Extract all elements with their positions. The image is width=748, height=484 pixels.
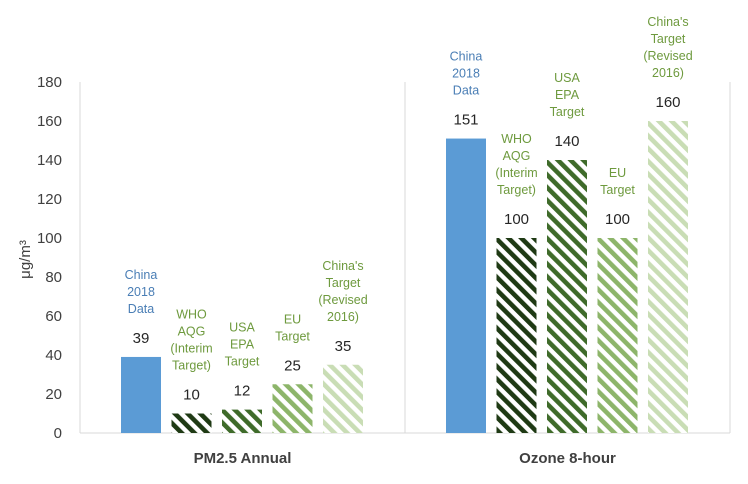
bar [121, 356, 161, 433]
y-tick-label: 20 [45, 386, 62, 403]
bar-value-label: 160 [655, 94, 680, 111]
bar-series-label: China 2018 Data [450, 50, 483, 98]
bar [222, 409, 262, 433]
bar [323, 364, 363, 433]
bar [547, 160, 587, 433]
bar-value-label: 25 [284, 357, 301, 374]
bar-value-label: 39 [133, 330, 150, 347]
y-axis-label: μg/m³ [17, 240, 34, 279]
bar-series-label: EU Target [600, 166, 635, 197]
bar-series-label: WHO AQG (Interim Target) [495, 132, 537, 197]
bar [496, 238, 537, 433]
bar-value-label: 10 [183, 387, 200, 404]
y-tick-label: 80 [45, 269, 62, 286]
bar-value-label: 100 [605, 211, 630, 228]
bar [272, 384, 313, 433]
y-tick-label: 100 [37, 230, 62, 247]
bar-series-label: EU Target [275, 312, 310, 343]
bar [597, 238, 638, 433]
bar-value-label: 12 [234, 383, 251, 400]
category-label: PM2.5 Annual [194, 450, 292, 467]
category-label: Ozone 8-hour [519, 450, 616, 467]
bar-series-label: WHO AQG (Interim Target) [170, 308, 212, 373]
bar [648, 121, 688, 433]
bar-value-label: 35 [335, 338, 352, 355]
y-tick-label: 140 [37, 152, 62, 169]
bar-series-label: China's Target (Revised 2016) [318, 259, 367, 324]
bar [446, 138, 486, 434]
bar-series-label: USA EPA Target [550, 71, 585, 119]
y-tick-label: 40 [45, 347, 62, 364]
y-tick-label: 180 [37, 74, 62, 91]
y-tick-label: 160 [37, 113, 62, 130]
bar-series-label: China 2018 Data [125, 268, 158, 316]
bar-value-label: 140 [554, 133, 579, 150]
bar-value-label: 151 [453, 112, 478, 129]
bar-series-label: USA EPA Target [225, 321, 260, 369]
y-tick-label: 60 [45, 308, 62, 325]
bar [171, 413, 212, 433]
bar-value-label: 100 [504, 211, 529, 228]
y-tick-label: 120 [37, 191, 62, 208]
y-tick-label: 0 [54, 425, 62, 442]
bar-series-label: China's Target (Revised 2016) [643, 15, 692, 80]
